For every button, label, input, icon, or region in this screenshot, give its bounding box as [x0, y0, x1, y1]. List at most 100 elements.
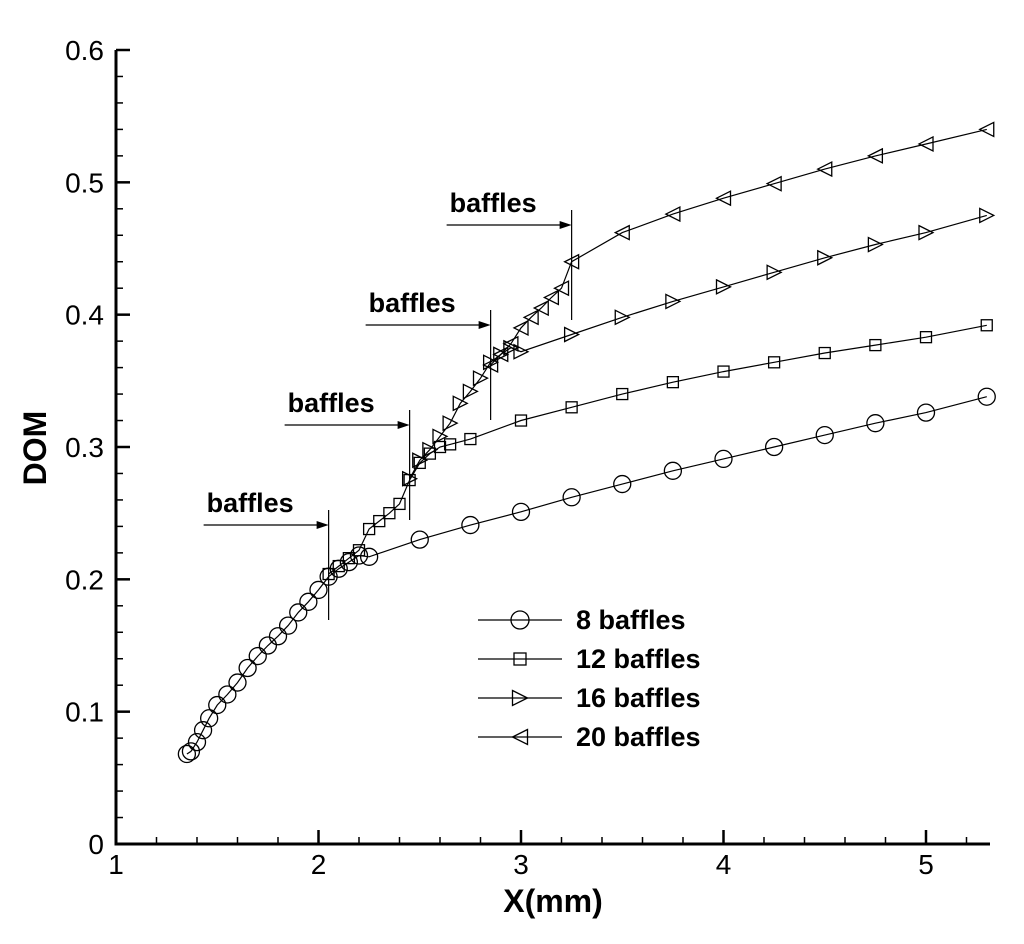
data-point: [980, 319, 993, 332]
data-point: [492, 346, 509, 363]
data-point: [289, 603, 308, 622]
data-point: [818, 346, 831, 360]
data-point: [362, 522, 376, 536]
data-point: [715, 190, 732, 207]
data-point: [352, 544, 366, 557]
data-point: [462, 383, 479, 400]
data-point: [532, 299, 549, 317]
data-point: [432, 428, 449, 445]
data-point: [514, 414, 528, 427]
legend: 8 baffles 12 baffles 16 baffles 20 baffles: [478, 605, 701, 752]
data-point: [349, 546, 369, 565]
legend-item: 12 baffles: [478, 644, 701, 674]
legend-label: 16 baffles: [576, 683, 701, 713]
data-point: [268, 627, 288, 646]
data-point: [193, 721, 213, 740]
legend-label: 8 baffles: [576, 605, 686, 635]
data-point: [613, 474, 632, 494]
annotation: baffles: [365, 288, 492, 420]
y-tick-label: 0: [88, 829, 104, 860]
data-point: [978, 121, 995, 138]
x-axis-title: X(mm): [503, 883, 603, 919]
y-tick-label: 0.1: [65, 697, 104, 728]
data-point: [472, 370, 489, 387]
data-point: [187, 732, 207, 752]
legend-marker: [510, 610, 530, 630]
annotation-arrowhead: [316, 521, 329, 529]
x-tick-label: 3: [513, 849, 529, 880]
data-point: [373, 514, 386, 528]
data-point: [665, 293, 682, 310]
annotation: baffles: [203, 488, 330, 620]
data-point: [228, 673, 247, 692]
legend-marker: [513, 652, 527, 666]
data-point: [663, 461, 683, 480]
data-point: [563, 326, 581, 343]
y-tick-label: 0.4: [65, 300, 104, 331]
series-3: [401, 207, 996, 487]
data-point: [332, 559, 345, 573]
data-point: [412, 452, 429, 469]
data-point: [181, 742, 201, 761]
legend-marker: [511, 689, 529, 707]
data-point: [553, 280, 570, 297]
legend-item: 20 baffles: [478, 722, 701, 752]
data-point: [513, 343, 530, 360]
annotation-arrowhead: [559, 221, 572, 229]
data-point: [248, 646, 267, 666]
x-tick-label: 1: [108, 849, 124, 880]
data-point: [359, 547, 379, 566]
annotation: baffles: [446, 188, 573, 320]
data-point: [717, 365, 730, 378]
data-point: [767, 356, 781, 369]
data-point: [422, 441, 439, 458]
legend-label: 12 baffles: [576, 644, 701, 674]
data-point: [917, 135, 934, 153]
data-point: [919, 331, 933, 344]
legend-label: 20 baffles: [576, 722, 701, 752]
data-point: [765, 175, 782, 192]
y-tick-label: 0.5: [65, 167, 104, 198]
annotation-label: baffles: [369, 288, 456, 318]
data-point: [817, 249, 834, 266]
legend-item: 16 baffles: [478, 683, 701, 713]
data-point: [278, 616, 298, 635]
series-line: [409, 214, 987, 480]
data-point: [866, 147, 884, 164]
data-point: [522, 309, 539, 326]
annotation-label: baffles: [288, 388, 375, 418]
data-point: [511, 502, 531, 521]
data-point: [199, 709, 219, 728]
data-point: [613, 224, 630, 241]
data-point: [502, 335, 519, 352]
annotations: baffles baffles baffles baffles: [203, 188, 573, 620]
annotation-arrowhead: [397, 421, 410, 429]
data-point: [442, 415, 459, 432]
data-point: [299, 592, 318, 611]
data-point: [866, 414, 885, 433]
annotation-arrowhead: [478, 321, 491, 329]
y-tick-label: 0.6: [65, 35, 104, 66]
x-tick-label: 2: [311, 849, 327, 880]
data-point: [177, 744, 197, 764]
data-point: [664, 206, 681, 223]
data-point: [916, 403, 936, 422]
data-point: [410, 530, 429, 549]
data-point: [423, 447, 437, 460]
data-point: [218, 685, 237, 704]
data-point: [867, 236, 884, 253]
data-point: [452, 395, 469, 412]
data-point: [393, 497, 406, 511]
annotation-label: baffles: [450, 188, 537, 218]
y-tick-label: 0.2: [65, 564, 104, 595]
legend-item: 8 baffles: [478, 605, 686, 635]
y-tick-label: 0.3: [65, 432, 104, 463]
data-point: [562, 488, 581, 507]
data-point: [238, 658, 257, 678]
data-point: [977, 387, 996, 406]
data-point: [208, 695, 227, 715]
axes: 0 0.1 0.2 0.3 0.4 0.5 0.6 1 2 3 4 5: [65, 35, 990, 880]
series-4: [482, 121, 995, 374]
data-point: [464, 432, 477, 446]
